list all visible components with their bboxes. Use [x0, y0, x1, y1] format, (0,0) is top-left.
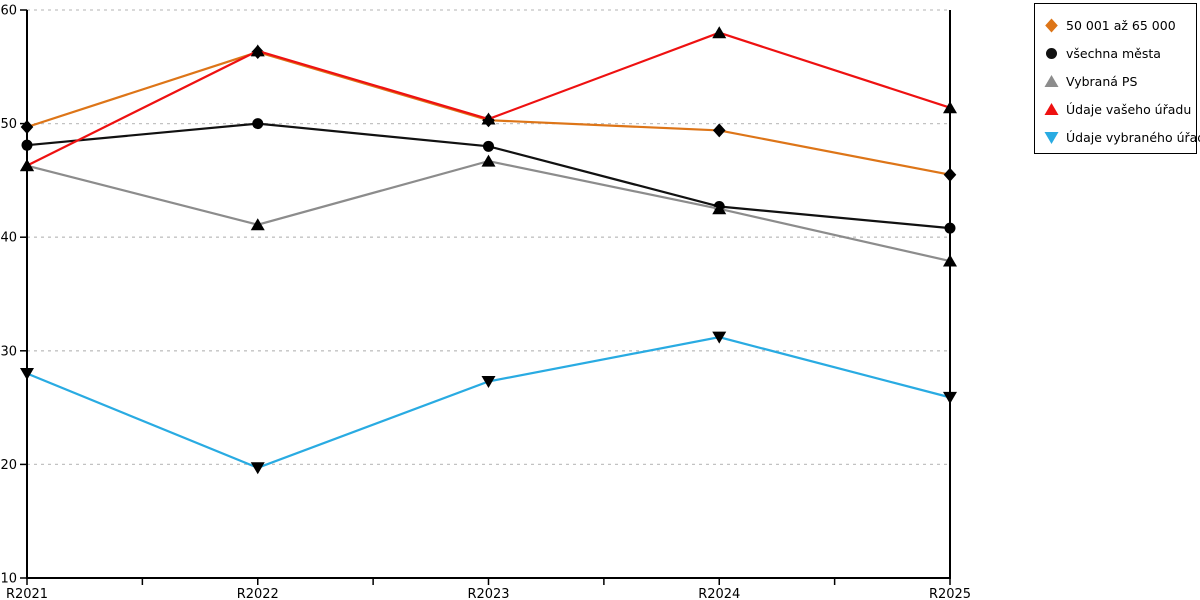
- y-axis-label: 50: [0, 117, 17, 132]
- series-line-vybrana-ps: [26, 159, 951, 263]
- x-axis-label: R2022: [237, 587, 279, 600]
- legend-item-vsechna-mesta: všechna města: [1044, 39, 1196, 67]
- x-axis-label: R2025: [929, 587, 971, 600]
- y-axis-label: 60: [0, 4, 17, 19]
- data-point-undefined: [20, 159, 34, 172]
- triangle-up-legend-icon: [1044, 74, 1059, 87]
- data-point-undefined: [481, 375, 496, 388]
- data-point-undefined: [943, 167, 957, 182]
- y-axis-label: 40: [0, 231, 17, 246]
- legend-label: Údaje vybraného úřadu: [1066, 129, 1200, 145]
- data-point-undefined: [712, 26, 727, 39]
- data-point-undefined: [250, 218, 265, 231]
- data-point-undefined: [483, 140, 494, 152]
- diamond-legend-icon: [1045, 18, 1058, 32]
- data-point-undefined: [250, 462, 265, 475]
- y-axis-label: 30: [0, 344, 17, 359]
- data-point-undefined: [943, 254, 957, 267]
- data-point-50001-az-65000-legend: [1045, 18, 1058, 32]
- data-point-undefined: [250, 44, 265, 57]
- data-point-undefined: [20, 120, 34, 135]
- legend-item-50001-az-65000: 50 001 až 65 000: [1044, 11, 1196, 39]
- data-point-undefined: [20, 368, 34, 381]
- triangle-down-legend-icon: [1044, 131, 1059, 144]
- data-point-undefined: [943, 101, 957, 114]
- y-axis-label: 10: [0, 572, 17, 587]
- circle-legend-icon: [1046, 47, 1057, 59]
- legend-label: všechna města: [1066, 45, 1161, 61]
- x-axis-label: R2024: [698, 587, 740, 600]
- data-point-vsechna-mesta-legend: [1046, 47, 1057, 59]
- data-point-undefined: [943, 391, 957, 404]
- x-axis-label: R2023: [467, 587, 509, 600]
- legend-item-udaje-vaseho-uradu: Údaje vašeho úřadu: [1044, 95, 1196, 123]
- legend-label: Vybraná PS: [1066, 73, 1138, 89]
- triangle-up-legend-icon: [1044, 102, 1059, 115]
- data-point-undefined: [21, 139, 33, 151]
- series-line-udaje-vybraneho-uradu: [26, 336, 951, 469]
- legend: 50 001 až 65 000 všechna města Vybraná PS Ú…: [1034, 3, 1200, 154]
- data-point-udaje-vybraneho-uradu-legend: [1044, 131, 1059, 144]
- legend-label: 50 001 až 65 000: [1066, 17, 1176, 33]
- legend-label: Údaje vašeho úřadu: [1066, 101, 1192, 117]
- legend-item-udaje-vybraneho-uradu: Údaje vybraného úřadu: [1044, 123, 1200, 151]
- data-point-undefined: [481, 154, 496, 167]
- series-line-vsechna-mesta: [26, 122, 951, 230]
- legend-item-vybrana-ps: Vybraná PS: [1044, 67, 1196, 95]
- data-point-vybrana-ps-legend: [1044, 74, 1059, 87]
- data-point-undefined: [944, 222, 956, 234]
- x-axis-label: R2021: [6, 587, 48, 600]
- data-point-undefined: [712, 202, 727, 215]
- data-point-undefined: [712, 123, 726, 138]
- data-point-undefined: [481, 112, 496, 125]
- data-point-undefined: [712, 331, 727, 344]
- data-point-udaje-vaseho-uradu-legend: [1044, 102, 1059, 115]
- y-axis-label: 20: [0, 458, 17, 473]
- data-point-undefined: [252, 118, 264, 130]
